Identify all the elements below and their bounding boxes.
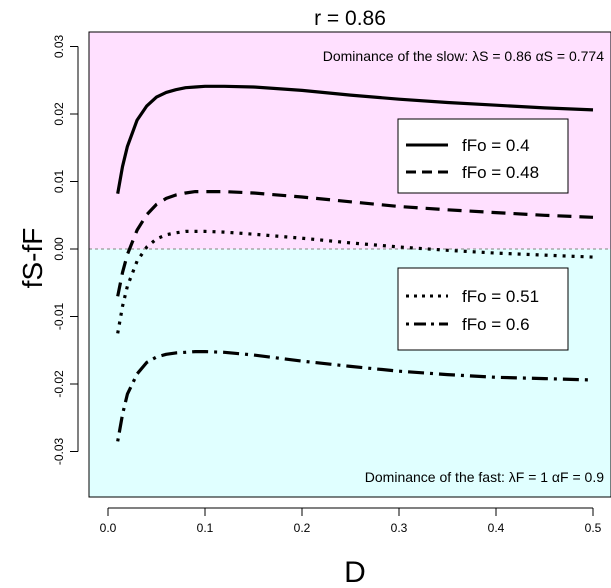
legend-lower-item-1: fFo = 0.51 bbox=[462, 287, 539, 306]
x-tick-label-5: 0.5 bbox=[585, 521, 602, 535]
x-tick-label-3: 0.3 bbox=[391, 521, 408, 535]
legend-upper-box bbox=[397, 118, 569, 194]
series-line-4 bbox=[116, 350, 594, 442]
y-tick-label-0: -0.03 bbox=[52, 438, 66, 466]
x-tick-label-1: 0.1 bbox=[197, 521, 214, 535]
y-tick-label-6: 0.03 bbox=[52, 34, 66, 58]
x-tick-label-4: 0.4 bbox=[488, 521, 505, 535]
axes: 0.0 0.1 0.2 0.3 0.4 0.5 -0.03 -0.02 -0.01 0.00 0.0… bbox=[52, 31, 611, 535]
chart-title: r = 0.86 bbox=[314, 7, 386, 30]
y-tick-label-5: 0.02 bbox=[52, 102, 66, 126]
y-tick-label-2: -0.01 bbox=[52, 303, 66, 331]
series-line-3 bbox=[116, 229, 594, 334]
legend-upper-item-2: fFo = 0.48 bbox=[462, 163, 539, 182]
y-tick-label-3: 0.00 bbox=[52, 237, 66, 261]
upper-region-label: Dominance of the slow: λS = 0.86 αS = 0.… bbox=[323, 48, 604, 64]
legend-upper: fFo = 0.4 fFo = 0.48 bbox=[397, 118, 569, 194]
plot-frame bbox=[88, 31, 611, 498]
series-line-1 bbox=[116, 84, 594, 194]
x-tick-label-0: 0.0 bbox=[100, 521, 117, 535]
y-tick-label-4: 0.01 bbox=[52, 169, 66, 193]
series-layer bbox=[116, 84, 594, 442]
y-tick-label-1: -0.02 bbox=[52, 370, 66, 398]
x-axis-title: D bbox=[344, 556, 366, 588]
lower-region-label: Dominance of the fast: λF = 1 αF = 0.9 bbox=[365, 469, 604, 485]
legend-upper-item-1: fFo = 0.4 bbox=[462, 136, 530, 155]
legend-lower-box bbox=[397, 267, 569, 351]
legend-lower: fFo = 0.51 fFo = 0.6 bbox=[397, 267, 569, 351]
legend-lower-item-2: fFo = 0.6 bbox=[462, 315, 530, 334]
y-axis-title: fS-fF bbox=[17, 228, 48, 289]
x-tick-label-2: 0.2 bbox=[294, 521, 311, 535]
background-regions bbox=[89, 32, 611, 497]
series-line-2 bbox=[116, 190, 594, 297]
